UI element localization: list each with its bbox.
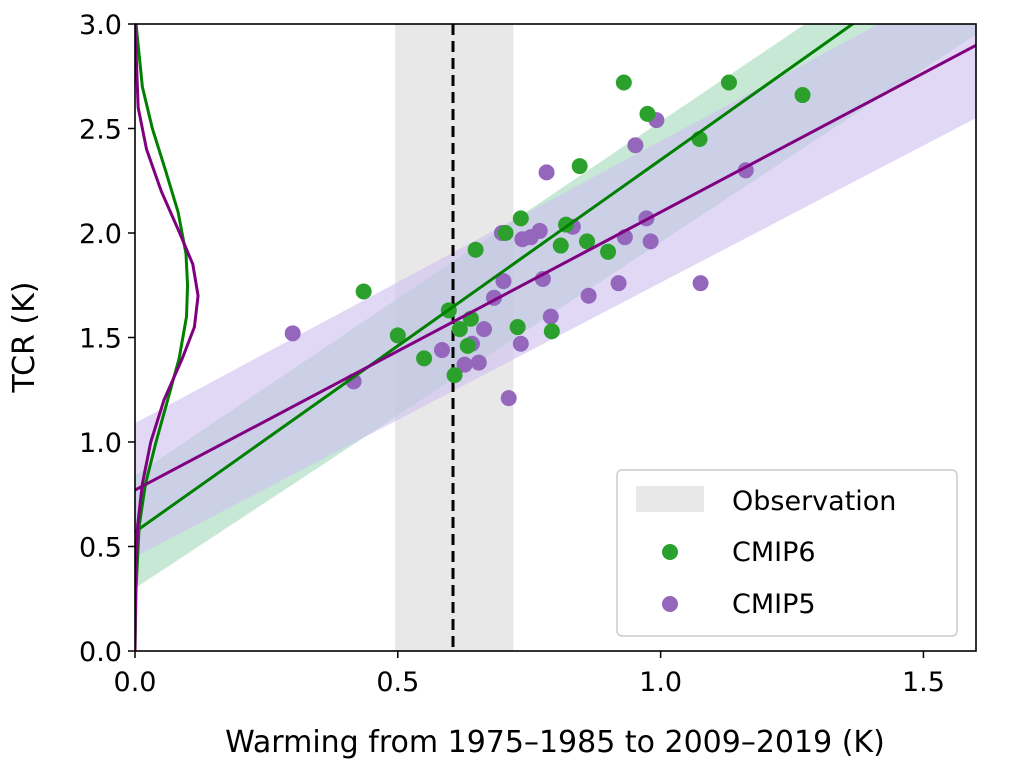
legend-cmip5-marker [662,596,678,612]
x-tick-label: 1.0 [639,667,682,698]
data-point-cmip6 [416,350,433,367]
y-tick-label: 3.0 [79,10,122,41]
data-point-cmip5 [642,233,659,250]
data-point-cmip5 [610,275,627,292]
data-point-cmip6 [794,87,811,104]
data-point-cmip6 [355,283,372,300]
data-point-cmip6 [459,337,476,354]
data-point-cmip5 [627,137,644,154]
data-point-cmip6 [571,158,588,175]
data-point-cmip6 [467,241,484,258]
data-point-cmip5 [284,325,301,342]
data-point-cmip6 [615,74,632,91]
legend-observation-label: Observation [732,486,896,517]
data-point-cmip5 [512,335,529,352]
regression-line-cmip6 [135,24,856,534]
kde-curve-cmip6 [135,24,190,651]
ticks: 0.0 0.5 1.0 1.5 0.0 0.5 1.0 1.5 2.0 2.5 3.0 [79,10,945,698]
data-point-cmip5 [500,390,517,407]
y-tick-label: 1.5 [79,324,122,355]
data-point-cmip5 [476,321,493,338]
data-point-cmip5 [433,342,450,359]
x-tick-label: 0.5 [376,667,419,698]
data-point-cmip6 [446,367,463,384]
y-tick-label: 2.5 [79,115,122,146]
data-point-cmip5 [538,164,555,181]
plot-area [135,24,976,651]
x-tick-label: 1.5 [902,667,945,698]
legend-cmip6-marker [662,544,678,560]
data-point-cmip6 [720,74,737,91]
data-point-cmip6 [512,210,529,227]
y-tick-label: 1.0 [79,428,122,459]
data-point-cmip6 [509,319,526,336]
regression-line-cmip5 [135,43,976,492]
legend-cmip5-label: CMIP5 [732,589,816,620]
data-point-cmip6 [600,243,617,260]
data-point-cmip5 [495,273,512,290]
data-point-cmip6 [451,321,468,338]
x-tick-label: 0.0 [114,667,157,698]
data-point-cmip6 [579,233,596,250]
legend-observation-swatch [636,486,704,512]
y-tick-label: 0.5 [79,533,122,564]
data-point-cmip6 [552,237,569,254]
y-tick-label: 0.0 [79,637,122,668]
legend: Observation CMIP6 CMIP5 [616,469,958,637]
kde-curve-cmip5 [135,24,200,651]
data-point-cmip5 [692,275,709,292]
data-point-cmip6 [497,225,514,241]
data-point-cmip5 [531,222,548,239]
data-point-cmip5 [470,354,487,371]
data-point-cmip5 [456,356,473,373]
y-tick-label: 2.0 [79,219,122,250]
data-point-cmip6 [389,327,406,344]
data-point-cmip5 [542,308,559,325]
data-point-cmip6 [639,105,656,122]
x-axis-label: Warming from 1975–1985 to 2009–2019 (K) [225,725,885,760]
legend-cmip6-label: CMIP6 [732,537,816,568]
data-point-cmip6 [543,323,560,340]
y-axis-label: TCR (K) [7,282,42,394]
data-point-cmip5 [580,287,597,304]
